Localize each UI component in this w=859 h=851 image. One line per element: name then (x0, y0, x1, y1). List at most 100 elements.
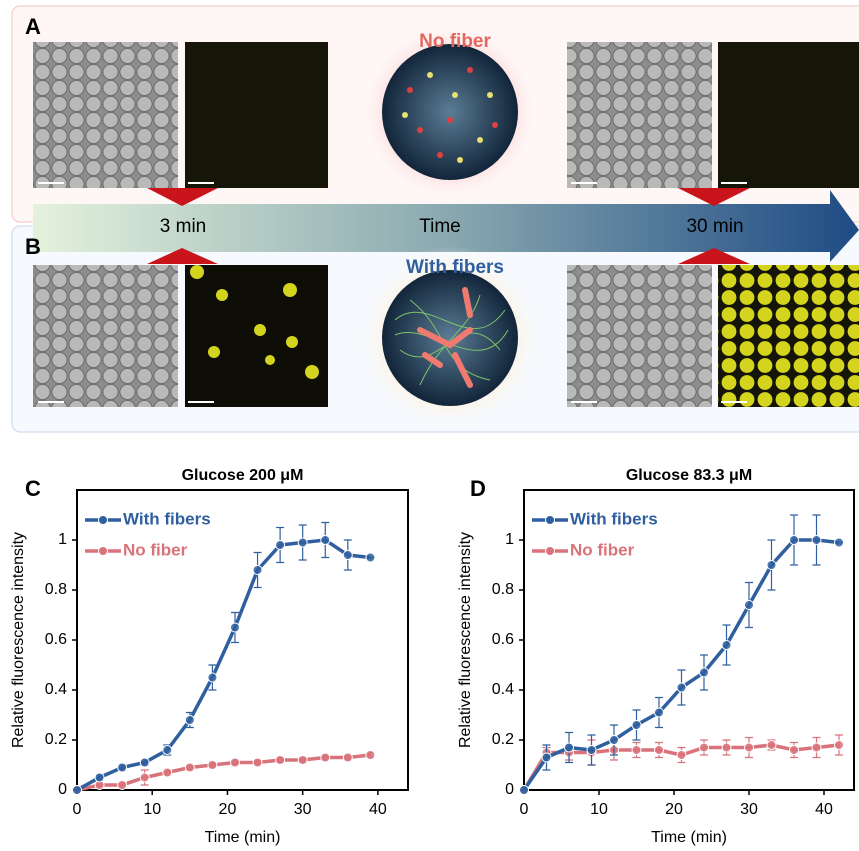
data-point (321, 536, 330, 545)
time-label: 30 min (686, 216, 743, 237)
data-point (253, 758, 262, 767)
y-tick-label: 0.6 (45, 631, 67, 648)
data-point (655, 746, 664, 755)
x-tick-label: 30 (294, 801, 312, 818)
data-point (790, 746, 799, 755)
y-tick-label: 0.8 (45, 581, 67, 598)
y-tick-label: 0.4 (492, 681, 514, 698)
y-axis-label: Relative fluorescence intensity (10, 532, 27, 748)
legend-label: With fibers (570, 509, 658, 528)
data-point (610, 736, 619, 745)
data-point (700, 743, 709, 752)
y-tick-label: 1 (58, 531, 67, 548)
data-point (587, 746, 596, 755)
data-point (276, 756, 285, 765)
y-tick-label: 0.8 (492, 581, 514, 598)
legend-marker (546, 547, 555, 556)
data-point (700, 668, 709, 677)
data-point (118, 763, 127, 772)
legend-label: No fiber (570, 540, 635, 559)
y-tick-label: 1 (505, 531, 514, 548)
x-axis-label: Time (min) (651, 829, 727, 846)
legend-marker (99, 516, 108, 525)
data-point (230, 758, 239, 767)
data-point (208, 673, 217, 682)
fluorescence-image (185, 42, 328, 188)
y-axis-label: Relative fluorescence intensity (457, 532, 474, 748)
data-point (655, 708, 664, 717)
x-axis-label: Time (min) (205, 829, 281, 846)
y-tick-label: 0.6 (492, 631, 514, 648)
data-point (790, 536, 799, 545)
fluorescence-image (718, 42, 859, 188)
x-tick-label: 20 (665, 801, 683, 818)
data-point (812, 743, 821, 752)
data-point (230, 623, 239, 632)
data-point (835, 741, 844, 750)
legend-marker (546, 516, 555, 525)
brightfield-image (567, 265, 712, 407)
data-point (366, 553, 375, 562)
brightfield-image (33, 265, 178, 407)
data-point (366, 751, 375, 760)
data-point (745, 743, 754, 752)
data-point (632, 746, 641, 755)
panel-label: A (25, 14, 41, 39)
x-tick-label: 20 (219, 801, 237, 818)
y-tick-label: 0 (58, 781, 67, 798)
data-point (321, 753, 330, 762)
time-axis-label: Time (419, 216, 461, 237)
data-point (745, 601, 754, 610)
legend-marker (99, 547, 108, 556)
x-tick-label: 0 (73, 801, 82, 818)
time-label: 3 min (160, 216, 206, 237)
x-tick-label: 10 (143, 801, 161, 818)
data-point (542, 753, 551, 762)
data-point (73, 786, 82, 795)
data-point (677, 751, 686, 760)
data-point (520, 786, 529, 795)
y-tick-label: 0.4 (45, 681, 67, 698)
y-tick-label: 0.2 (45, 731, 67, 748)
data-point (812, 536, 821, 545)
x-tick-label: 30 (740, 801, 758, 818)
data-point (253, 566, 262, 575)
data-point (140, 773, 149, 782)
data-point (632, 721, 641, 730)
data-point (185, 763, 194, 772)
panel-label: C (25, 476, 41, 501)
data-point (343, 753, 352, 762)
legend-label: With fibers (123, 509, 211, 528)
panel-title: With fibers (406, 257, 504, 278)
brightfield-image (33, 42, 178, 188)
data-point (767, 561, 776, 570)
data-point (343, 551, 352, 560)
data-point (298, 538, 307, 547)
data-point (163, 746, 172, 755)
data-point (565, 743, 574, 752)
x-tick-label: 40 (815, 801, 833, 818)
data-point (722, 743, 731, 752)
data-point (163, 768, 172, 777)
data-point (677, 683, 686, 692)
plot-frame (77, 490, 408, 790)
data-point (208, 761, 217, 770)
droplet-no-fiber (382, 44, 518, 180)
data-point (140, 758, 149, 767)
data-point (276, 541, 285, 550)
chart-title: Glucose 83.3 μM (626, 467, 752, 484)
data-point (185, 716, 194, 725)
brightfield-image (567, 42, 712, 188)
figure: A No fiber B With fibers 3 min Time 30 m… (0, 0, 859, 851)
x-tick-label: 40 (369, 801, 387, 818)
series-line (77, 540, 370, 790)
data-point (298, 756, 307, 765)
x-tick-label: 10 (590, 801, 608, 818)
data-point (95, 773, 104, 782)
plot-frame (524, 490, 854, 790)
panel-title: No fiber (419, 31, 491, 52)
panel-label: B (25, 234, 41, 259)
data-point (118, 781, 127, 790)
fluorescence-image (718, 265, 859, 407)
panel-label: D (470, 476, 486, 501)
